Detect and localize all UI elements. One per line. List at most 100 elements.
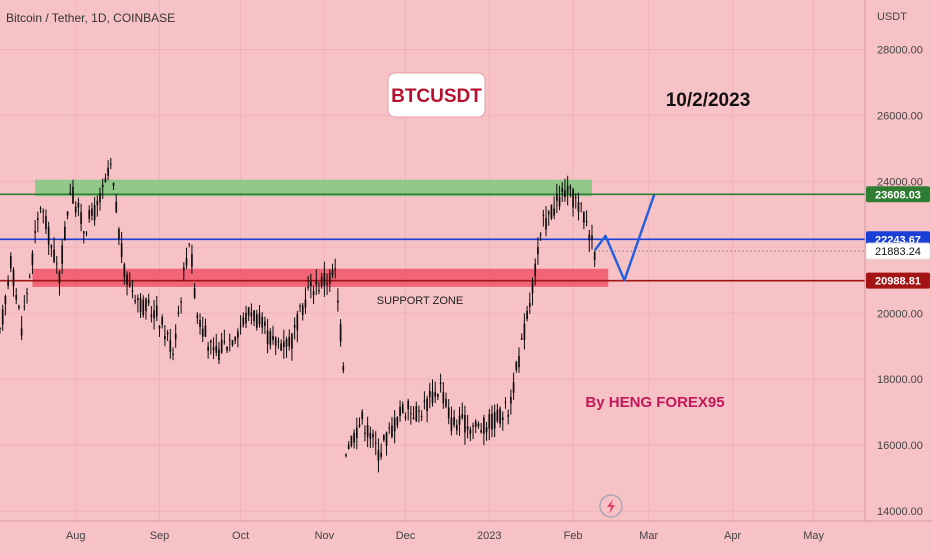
price-level-lines	[0, 193, 865, 282]
candle	[55, 255, 58, 274]
candle	[347, 441, 350, 450]
candle	[191, 244, 193, 274]
y-tick-label: 28000.00	[877, 44, 923, 56]
candle	[115, 194, 118, 214]
candle	[593, 250, 596, 268]
candle	[534, 258, 537, 286]
candle	[561, 182, 564, 202]
resistance-zone	[35, 179, 592, 197]
candle	[410, 405, 412, 425]
candle	[280, 339, 282, 352]
y-tick-label: 18000.00	[877, 374, 923, 386]
candle	[291, 332, 293, 361]
candle	[96, 195, 99, 217]
candle	[431, 379, 434, 407]
candle	[118, 227, 120, 246]
candle	[385, 431, 388, 456]
candle	[361, 409, 364, 425]
candle	[320, 272, 323, 289]
candle	[215, 333, 218, 357]
candle	[196, 312, 199, 324]
projection-path[interactable]	[593, 194, 656, 282]
candle	[318, 282, 320, 295]
candle	[358, 417, 361, 428]
pair-label: BTCUSDT	[391, 86, 482, 107]
candle	[107, 160, 109, 181]
candle	[315, 269, 318, 296]
candle	[377, 438, 380, 473]
candle	[139, 293, 142, 318]
candle	[483, 414, 485, 446]
candle	[528, 292, 531, 314]
candle	[301, 302, 304, 321]
candle	[550, 204, 553, 221]
candle	[391, 416, 393, 439]
candle	[169, 328, 172, 359]
candle	[28, 273, 31, 279]
candle	[485, 421, 488, 441]
candle	[369, 426, 372, 448]
candle	[464, 405, 466, 445]
x-tick-label: Mar	[639, 530, 658, 542]
candle	[34, 220, 36, 244]
candle	[31, 250, 34, 274]
candle	[250, 303, 253, 325]
x-tick-label: Aug	[66, 530, 86, 542]
candle	[328, 269, 331, 292]
lightning-icon[interactable]	[599, 494, 623, 518]
x-tick-label: Nov	[315, 530, 335, 542]
candle	[437, 393, 439, 400]
candle	[277, 337, 280, 349]
candle	[66, 211, 69, 220]
candle	[0, 327, 1, 334]
candle	[153, 299, 155, 330]
candle	[458, 406, 461, 436]
candle	[109, 157, 112, 170]
candle	[374, 431, 377, 456]
candle	[112, 182, 115, 190]
candle	[282, 329, 285, 359]
candle	[274, 336, 277, 356]
candle	[588, 229, 591, 253]
candle	[553, 196, 555, 220]
candle	[366, 416, 369, 448]
candle	[42, 208, 45, 224]
candle	[512, 372, 515, 400]
candle	[272, 325, 274, 345]
candle	[407, 398, 410, 421]
candle	[439, 373, 442, 393]
candle	[388, 422, 391, 434]
x-tick-label: Apr	[724, 530, 741, 542]
candle	[128, 272, 131, 288]
candle	[580, 202, 583, 213]
candle	[326, 273, 328, 296]
candle	[455, 419, 458, 435]
candle	[237, 328, 239, 348]
candle	[337, 288, 339, 312]
x-tick-label: Oct	[232, 530, 249, 542]
candle	[64, 221, 66, 241]
candle	[218, 341, 220, 365]
y-tick-label: 20000.00	[877, 308, 923, 320]
candle	[531, 277, 534, 306]
candle	[269, 328, 272, 350]
candle	[566, 175, 569, 206]
candle	[307, 275, 309, 291]
candle	[493, 404, 496, 438]
candle	[418, 405, 420, 423]
candle	[261, 312, 264, 334]
candle	[82, 230, 85, 244]
candle	[526, 305, 528, 322]
candle	[539, 232, 542, 241]
candle	[245, 305, 247, 329]
date-label: 10/2/2023	[666, 90, 751, 111]
candle	[339, 319, 342, 347]
candle	[434, 381, 437, 404]
candle	[69, 183, 72, 196]
candle	[234, 336, 237, 345]
candle	[312, 285, 315, 305]
candle	[7, 275, 9, 290]
svg-text:23608.03: 23608.03	[875, 189, 921, 201]
candle	[134, 294, 136, 305]
